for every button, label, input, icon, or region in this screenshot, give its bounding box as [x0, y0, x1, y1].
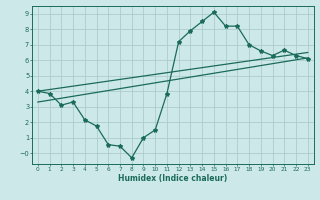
X-axis label: Humidex (Indice chaleur): Humidex (Indice chaleur) [118, 174, 228, 183]
